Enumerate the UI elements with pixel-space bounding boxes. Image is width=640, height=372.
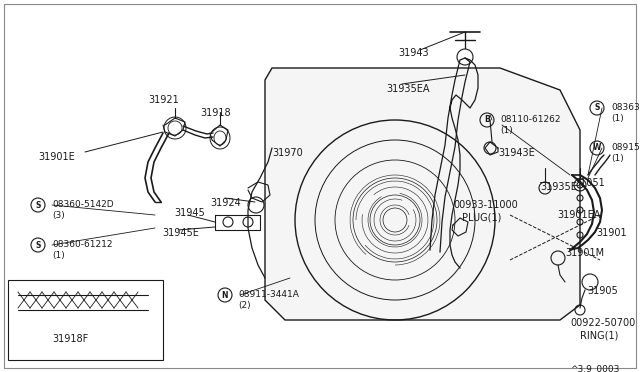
Text: 08363-61614
(1): 08363-61614 (1) xyxy=(611,103,640,123)
Text: 31918F: 31918F xyxy=(52,334,88,344)
Text: 31051: 31051 xyxy=(574,178,605,188)
Text: RING(1): RING(1) xyxy=(580,330,618,340)
Bar xyxy=(8,280,163,360)
Text: 31921: 31921 xyxy=(148,95,179,105)
Text: 31935E: 31935E xyxy=(540,182,577,192)
Text: 31935EA: 31935EA xyxy=(386,84,429,94)
Text: 31943E: 31943E xyxy=(498,148,535,158)
Text: 00922-50700: 00922-50700 xyxy=(570,318,636,328)
Text: 08110-61262
(1): 08110-61262 (1) xyxy=(500,115,561,135)
Text: 31918: 31918 xyxy=(200,108,230,118)
Text: 31970: 31970 xyxy=(272,148,303,158)
Text: 31924: 31924 xyxy=(210,198,241,208)
Text: 31905: 31905 xyxy=(587,286,618,296)
Text: N: N xyxy=(221,291,228,299)
Text: 31945E: 31945E xyxy=(162,228,199,238)
Text: 31901EA: 31901EA xyxy=(557,210,600,220)
Text: 00933-11000: 00933-11000 xyxy=(453,200,518,210)
Polygon shape xyxy=(265,68,580,320)
Text: S: S xyxy=(35,201,41,209)
Text: 08911-3441A
(2): 08911-3441A (2) xyxy=(238,290,299,310)
Text: 31901: 31901 xyxy=(596,228,627,238)
Text: 08360-5142D
(3): 08360-5142D (3) xyxy=(52,200,114,220)
Text: 08915-5381A
(1): 08915-5381A (1) xyxy=(611,143,640,163)
Text: S: S xyxy=(35,241,41,250)
Text: S: S xyxy=(595,103,600,112)
Text: 31901M: 31901M xyxy=(565,248,604,258)
Text: B: B xyxy=(484,115,490,125)
Text: PLUG(1): PLUG(1) xyxy=(462,212,501,222)
Text: 31945: 31945 xyxy=(174,208,205,218)
Text: 31901E: 31901E xyxy=(38,152,75,162)
Text: 31943: 31943 xyxy=(398,48,429,58)
Text: 08360-61212
(1): 08360-61212 (1) xyxy=(52,240,113,260)
Text: ^3.9_0003: ^3.9_0003 xyxy=(570,364,620,372)
Text: W: W xyxy=(593,144,601,153)
